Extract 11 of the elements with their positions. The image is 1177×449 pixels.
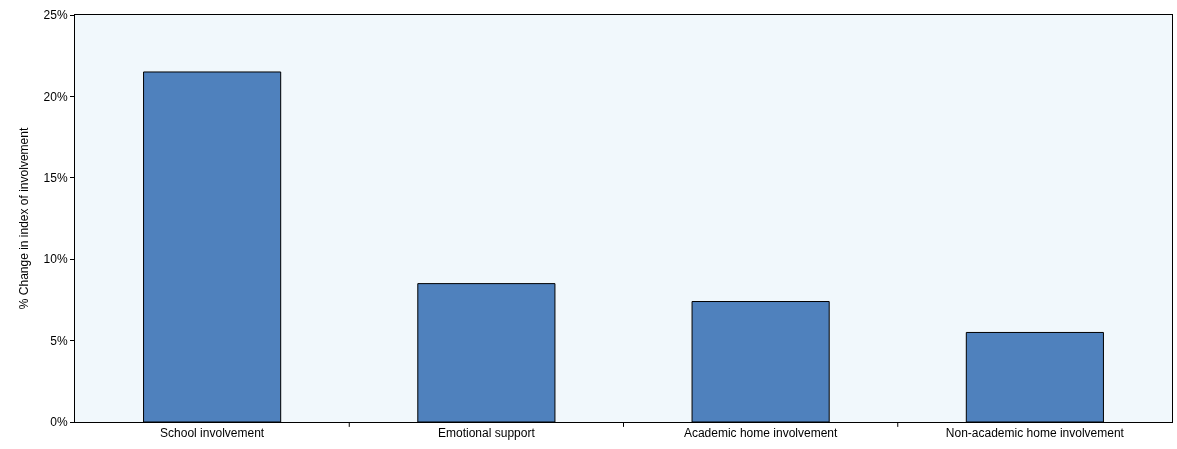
y-tick-label: 15% bbox=[43, 171, 68, 185]
x-tick-label: Emotional support bbox=[438, 426, 536, 441]
y-axis-title: % Change in index of involvement bbox=[16, 127, 31, 310]
y-tick-label: 0% bbox=[50, 415, 68, 430]
x-tick-label: Non-academic home involvement bbox=[945, 426, 1125, 441]
x-tick-label: School involvement bbox=[160, 426, 265, 441]
y-tick-label: 25% bbox=[43, 8, 68, 23]
x-tick-label: Academic home involvement bbox=[683, 426, 838, 441]
y-tick-label: 10% bbox=[43, 252, 68, 267]
y-tick-label: 20% bbox=[43, 89, 68, 104]
y-tick-label: 5% bbox=[50, 333, 68, 348]
